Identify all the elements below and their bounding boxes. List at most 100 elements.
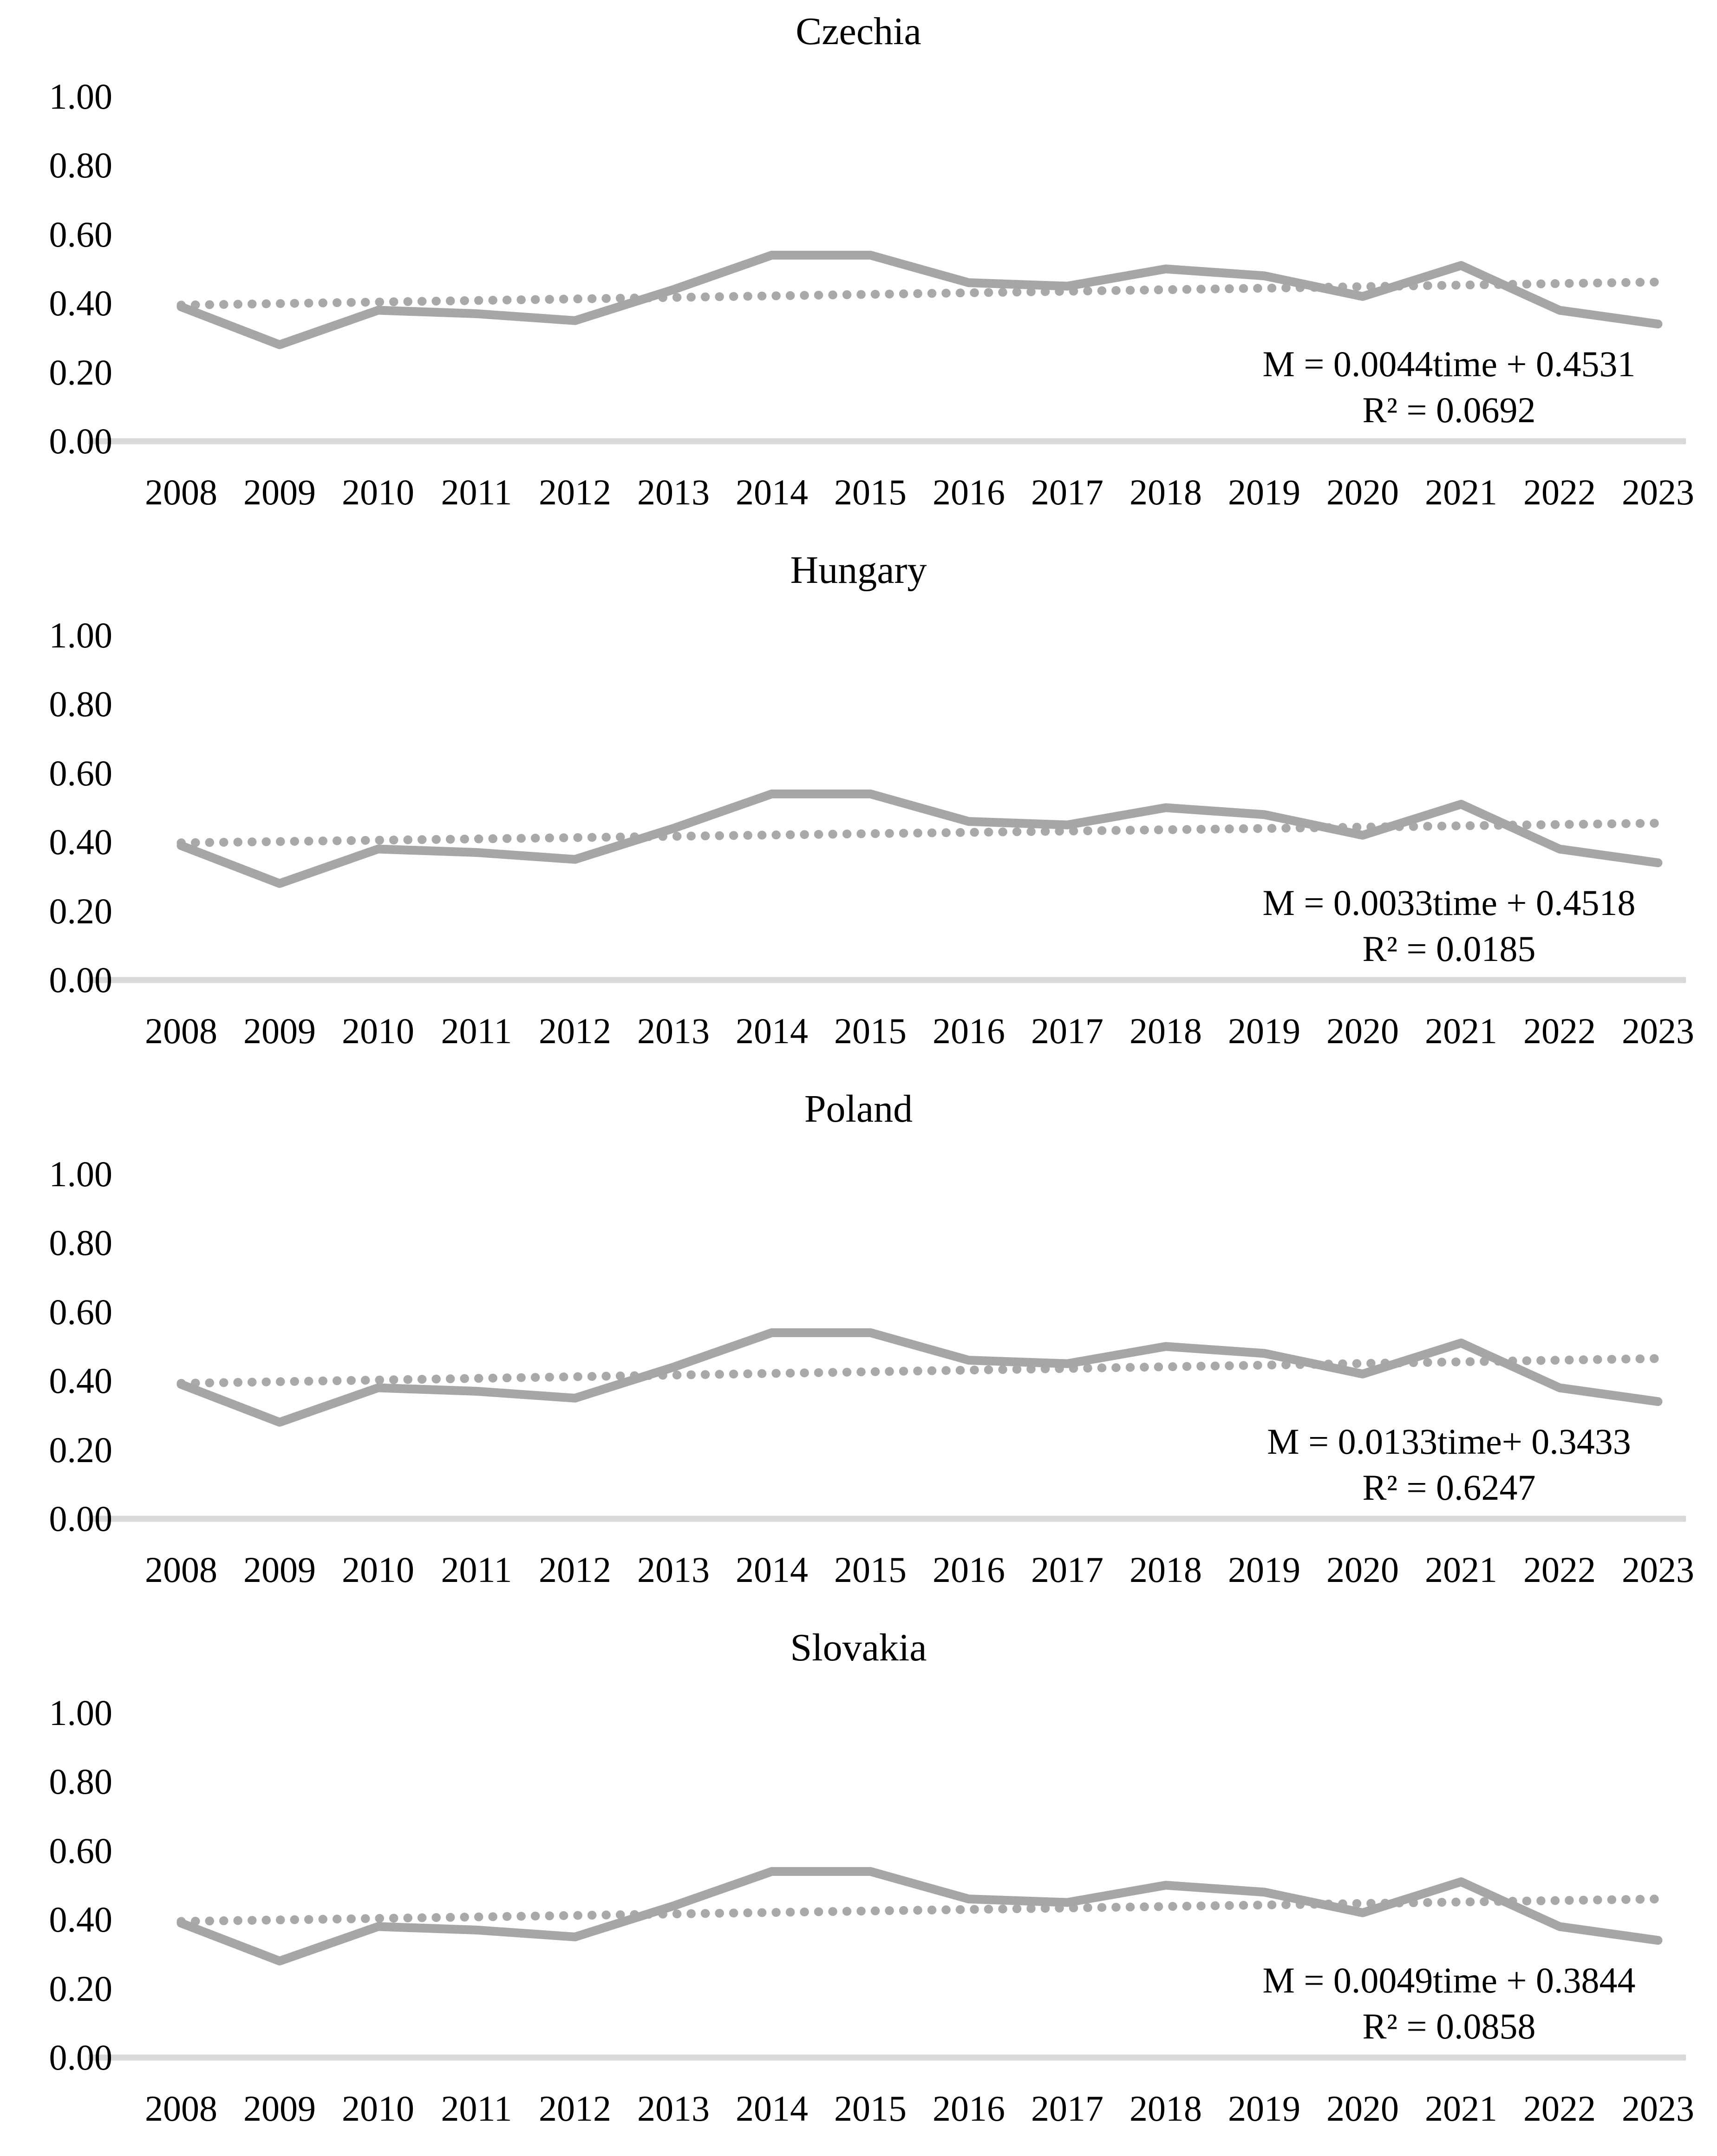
x-axis-tick-label-2016: 2016 [933, 1011, 1005, 1051]
y-axis-tick-label: 1.00 [49, 1154, 113, 1194]
y-axis-tick-label: 0.20 [49, 352, 113, 392]
x-axis-tick-label-2014: 2014 [736, 1549, 808, 1590]
x-axis-tick-label-2008: 2008 [145, 2088, 217, 2129]
y-axis-tick-label: 0.60 [49, 1830, 113, 1871]
x-axis-tick-label-2017: 2017 [1031, 1011, 1103, 1051]
x-axis-tick-label-2022: 2022 [1523, 472, 1596, 512]
x-axis-tick-label-2022: 2022 [1523, 1549, 1596, 1590]
y-axis-tick-label: 0.80 [49, 684, 113, 725]
x-axis-tick-label-2023: 2023 [1622, 1549, 1694, 1590]
x-axis-tick-label-2022: 2022 [1523, 1011, 1596, 1051]
y-axis-tick-label: 0.80 [49, 1222, 113, 1263]
y-axis-tick-label: 0.60 [49, 1291, 113, 1332]
chart-canvas [88, 1867, 1686, 2061]
r-squared-text: R² = 0.0185 [1362, 928, 1536, 969]
chart-poland: Poland M = 0.0133time+ 0.3433 R² = 0.624… [0, 1078, 1717, 1616]
chart-czechia: Czechia M = 0.0044time + 0.4531 R² = 0.0… [0, 0, 1717, 539]
x-axis-tick-label-2020: 2020 [1326, 1011, 1399, 1051]
x-axis-tick-label-2013: 2013 [637, 2088, 710, 2129]
x-axis-tick-label-2015: 2015 [834, 2088, 907, 2129]
x-axis-tick-label-2016: 2016 [933, 1549, 1005, 1590]
x-axis-tick-label-2013: 2013 [637, 1549, 710, 1590]
x-axis-tick-label-2018: 2018 [1129, 472, 1202, 512]
x-axis-tick-label-2011: 2011 [441, 472, 512, 512]
x-axis-tick-label-2017: 2017 [1031, 2088, 1103, 2129]
x-axis-tick-label-2018: 2018 [1129, 1011, 1202, 1051]
x-axis-tick-label-2017: 2017 [1031, 472, 1103, 512]
x-axis-tick-label-2009: 2009 [243, 1549, 316, 1590]
x-axis-tick-label-2018: 2018 [1129, 1549, 1202, 1590]
linear-trendline [176, 1354, 1663, 1388]
x-axis-tick-label-2023: 2023 [1622, 2088, 1694, 2129]
y-axis-tick-label: 0.60 [49, 214, 113, 255]
linear-trendline [176, 1895, 1663, 1926]
x-axis-tick-label-2009: 2009 [243, 2088, 316, 2129]
series-line-M [176, 250, 1663, 349]
x-axis-tick-label-2021: 2021 [1425, 472, 1497, 512]
x-axis-tick-label-2008: 2008 [145, 1011, 217, 1051]
x-axis-tick-label-2016: 2016 [933, 472, 1005, 512]
x-axis-tick-label-2012: 2012 [539, 2088, 611, 2129]
y-axis-tick-label: 0.00 [49, 421, 113, 461]
x-axis-tick-label-2011: 2011 [441, 1549, 512, 1590]
x-axis-tick-label-2014: 2014 [736, 2088, 808, 2129]
x-axis-tick-label-2023: 2023 [1622, 472, 1694, 512]
y-axis-tick-label: 0.40 [49, 283, 113, 324]
x-axis-tick-label-2015: 2015 [834, 472, 907, 512]
x-axis-tick-label-2012: 2012 [539, 472, 611, 512]
x-axis-tick-label-2008: 2008 [145, 472, 217, 512]
x-axis-tick-label-2020: 2020 [1326, 472, 1399, 512]
trend-equation-text: M = 0.0044time + 0.4531 [1262, 344, 1636, 384]
x-axis-tick-label-2010: 2010 [342, 1549, 414, 1590]
linear-trendline [176, 818, 1663, 848]
plot-area-czechia: M = 0.0044time + 0.4531 R² = 0.0692 1.00… [0, 0, 1717, 539]
x-axis-tick-label-2009: 2009 [243, 1011, 316, 1051]
y-axis-tick-label: 0.80 [49, 145, 113, 186]
trendline-annotation-slovakia: M = 0.0049time + 0.3844 R² = 0.0858 [1189, 1957, 1709, 2049]
x-axis-tick-label-2018: 2018 [1129, 2088, 1202, 2129]
x-axis-tick-label-2016: 2016 [933, 2088, 1005, 2129]
plot-area-slovakia: M = 0.0049time + 0.3844 R² = 0.0858 1.00… [0, 1616, 1717, 2155]
trendline-annotation-hungary: M = 0.0033time + 0.4518 R² = 0.0185 [1189, 880, 1709, 972]
x-axis-tick-label-2023: 2023 [1622, 1011, 1694, 1051]
x-axis-tick-label-2021: 2021 [1425, 1011, 1497, 1051]
trendline-annotation-czechia: M = 0.0044time + 0.4531 R² = 0.0692 [1189, 341, 1709, 433]
x-axis-tick-label-2019: 2019 [1228, 1549, 1300, 1590]
y-axis-tick-label: 0.80 [49, 1761, 113, 1802]
x-axis-tick-label-2011: 2011 [441, 2088, 512, 2129]
x-axis-tick-label-2020: 2020 [1326, 2088, 1399, 2129]
x-axis-tick-label-2011: 2011 [441, 1011, 512, 1051]
y-axis-tick-label: 0.00 [49, 1498, 113, 1539]
series-line-M [176, 1867, 1663, 1966]
y-axis-tick-label: 0.20 [49, 1429, 113, 1470]
x-axis-tick-label-2013: 2013 [637, 472, 710, 512]
chart-canvas [88, 789, 1686, 983]
y-axis-tick-label: 0.40 [49, 1360, 113, 1401]
x-axis-tick-label-2017: 2017 [1031, 1549, 1103, 1590]
x-axis-tick-label-2008: 2008 [145, 1549, 217, 1590]
chart-canvas [88, 1328, 1686, 1522]
x-axis-tick-label-2021: 2021 [1425, 1549, 1497, 1590]
series-line-M [176, 789, 1663, 888]
trendline-annotation-poland: M = 0.0133time+ 0.3433 R² = 0.6247 [1189, 1418, 1709, 1510]
r-squared-text: R² = 0.0692 [1362, 390, 1536, 430]
x-axis-tick-label-2012: 2012 [539, 1549, 611, 1590]
x-axis-tick-label-2014: 2014 [736, 472, 808, 512]
x-axis-tick-label-2019: 2019 [1228, 2088, 1300, 2129]
y-axis-tick-label: 0.40 [49, 1899, 113, 1940]
r-squared-text: R² = 0.0858 [1362, 2006, 1536, 2046]
x-axis-tick-label-2015: 2015 [834, 1011, 907, 1051]
y-axis-tick-label: 0.40 [49, 822, 113, 862]
chart-title-czechia: Czechia [796, 10, 921, 53]
y-axis-tick-label: 1.00 [49, 615, 113, 655]
x-axis-tick-label-2012: 2012 [539, 1011, 611, 1051]
y-axis-tick-label: 0.60 [49, 752, 113, 793]
trend-equation-text: M = 0.0049time + 0.3844 [1262, 1960, 1636, 2000]
x-axis-tick-label-2019: 2019 [1228, 472, 1300, 512]
chart-title-hungary: Hungary [790, 549, 927, 592]
x-axis-tick-label-2014: 2014 [736, 1011, 808, 1051]
plot-area-hungary: M = 0.0033time + 0.4518 R² = 0.0185 1.00… [0, 539, 1717, 1078]
x-axis-tick-label-2020: 2020 [1326, 1549, 1399, 1590]
x-axis-tick-label-2009: 2009 [243, 472, 316, 512]
y-axis-tick-label: 0.20 [49, 1968, 113, 2009]
